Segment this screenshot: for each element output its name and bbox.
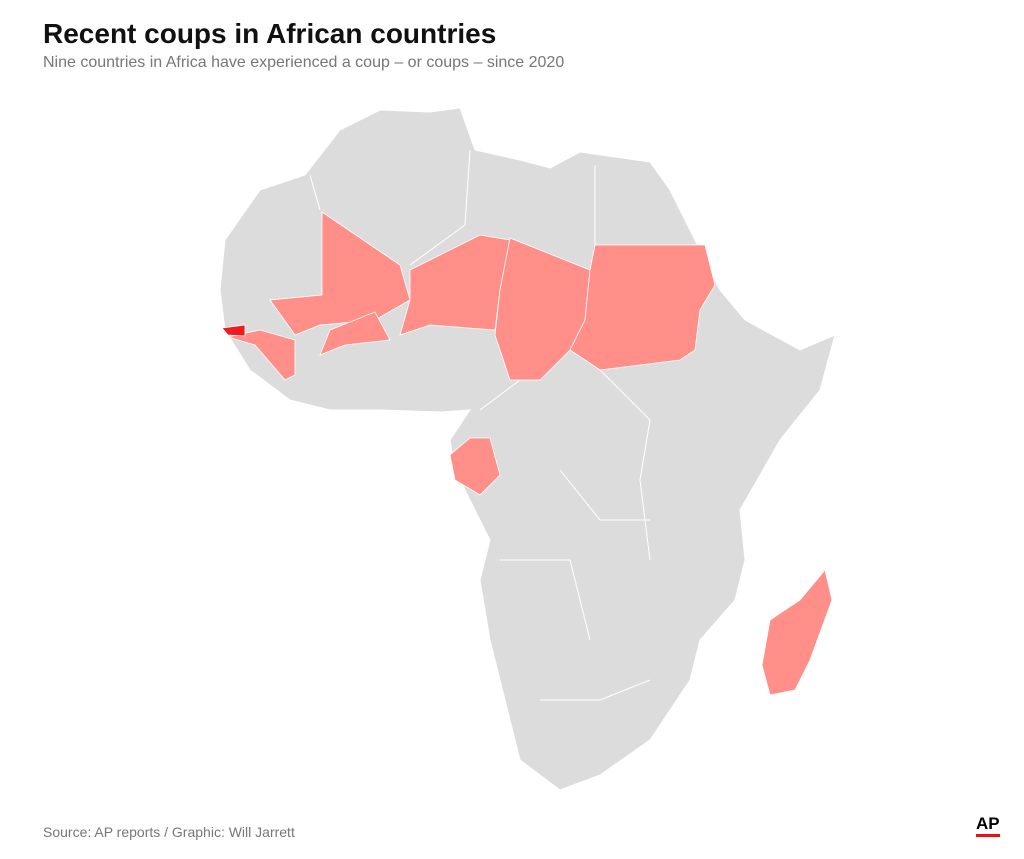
logo: AP	[976, 814, 1000, 837]
sudan	[569, 244, 716, 371]
source: Source: AP reports / Graphic: Will Jarre…	[43, 824, 295, 840]
guinea-bissau	[221, 324, 246, 337]
gabon	[449, 437, 501, 496]
guinea	[227, 329, 296, 381]
border	[309, 149, 651, 701]
subtitle: Nine countries in Africa have experience…	[43, 54, 565, 71]
niger	[399, 234, 511, 336]
title: Recent coups in African countries	[43, 18, 497, 49]
madagascar	[761, 569, 833, 696]
mali	[269, 211, 411, 336]
africa-landmass	[219, 107, 836, 791]
burkina-faso	[319, 311, 391, 356]
